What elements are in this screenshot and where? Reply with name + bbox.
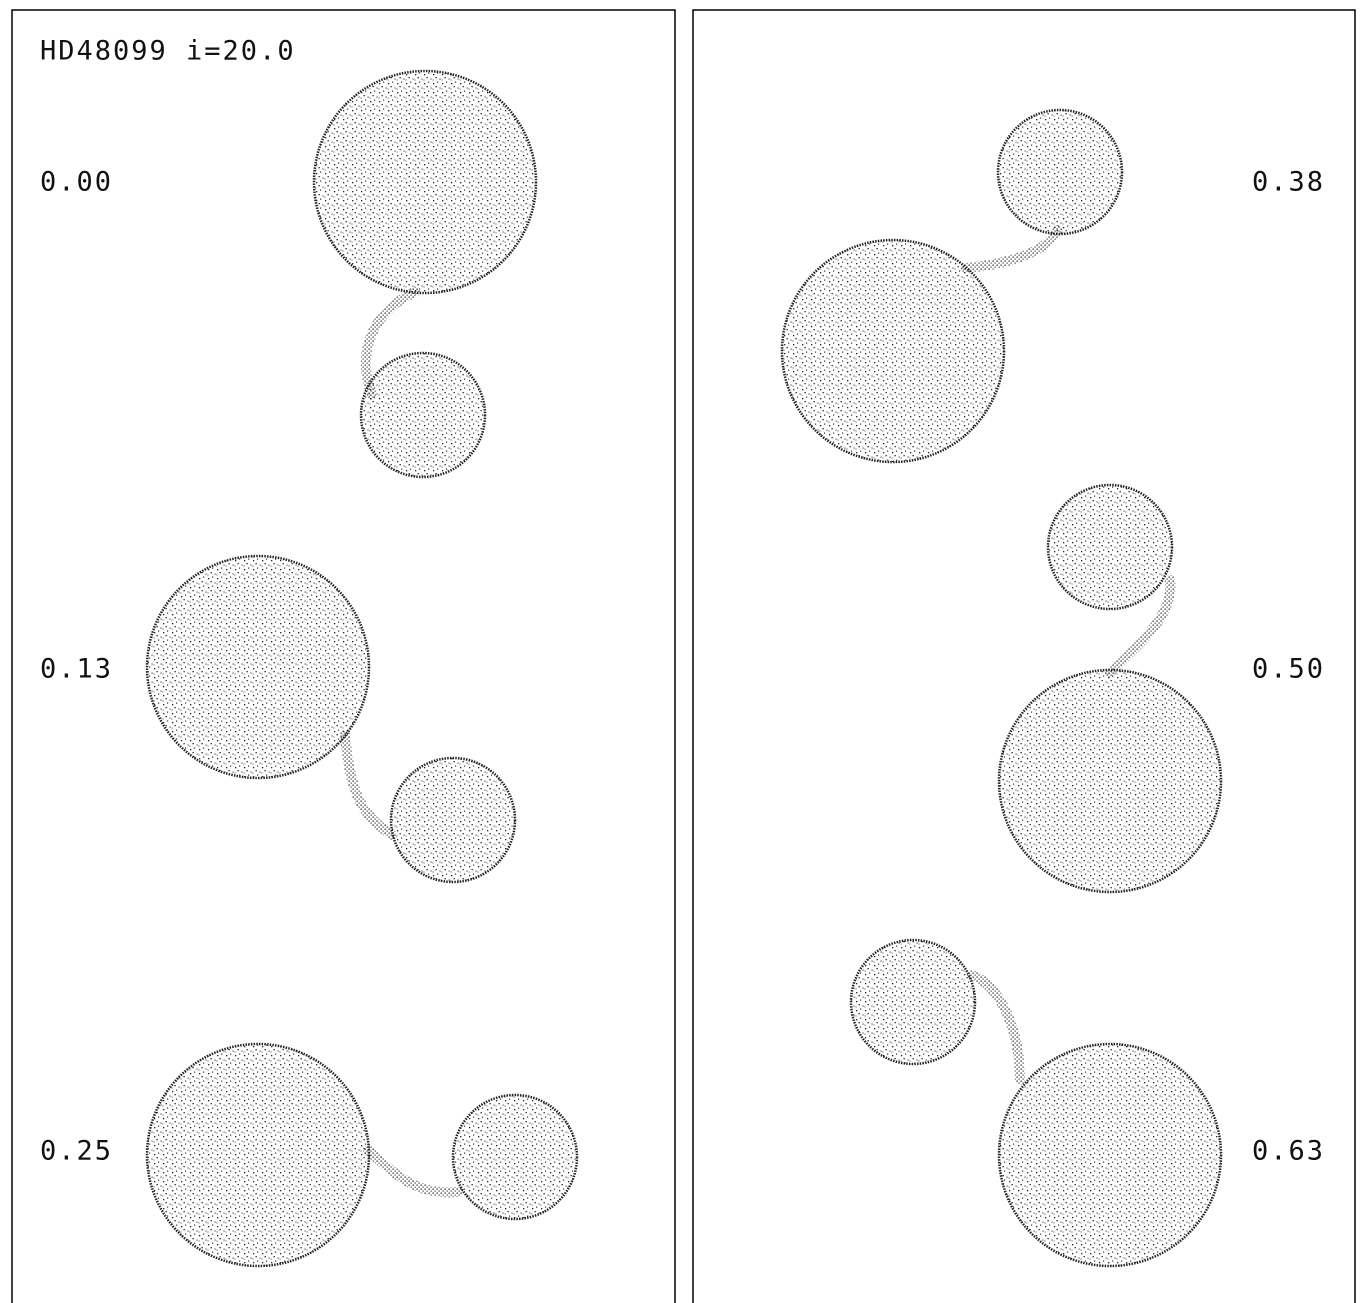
- secondary-star: [849, 938, 977, 1066]
- secondary-star: [389, 756, 517, 884]
- phase-label: 0.13: [40, 654, 113, 685]
- phase-label: 0.25: [40, 1136, 113, 1167]
- binary-system: [780, 108, 1124, 464]
- primary-star: [997, 1042, 1223, 1268]
- secondary-star: [359, 351, 487, 479]
- binary-system: [997, 483, 1223, 894]
- mass-stream: [363, 1145, 463, 1198]
- primary-star: [145, 554, 371, 780]
- primary-star: [145, 1042, 371, 1268]
- binary-system: [312, 69, 538, 479]
- secondary-star: [996, 108, 1124, 236]
- phase-label: 0.00: [40, 167, 113, 198]
- binary-system: [145, 1042, 579, 1268]
- mass-stream: [360, 287, 420, 400]
- phase-label: 0.38: [1252, 167, 1325, 198]
- left-panel: [11, 9, 676, 1303]
- binary-system: [145, 554, 517, 884]
- primary-star: [312, 69, 538, 295]
- binary-system: [849, 938, 1223, 1268]
- right-panel: [692, 9, 1356, 1303]
- primary-star: [997, 668, 1223, 894]
- title: HD48099 i=20.0: [40, 36, 296, 67]
- phase-label: 0.63: [1252, 1136, 1325, 1167]
- mass-stream: [967, 970, 1025, 1085]
- secondary-star: [1046, 483, 1174, 611]
- primary-star: [780, 238, 1006, 464]
- mass-stream: [961, 225, 1063, 273]
- phase-label: 0.50: [1252, 654, 1325, 685]
- secondary-star: [451, 1093, 579, 1221]
- mass-stream: [340, 730, 397, 840]
- mass-stream: [1105, 575, 1176, 678]
